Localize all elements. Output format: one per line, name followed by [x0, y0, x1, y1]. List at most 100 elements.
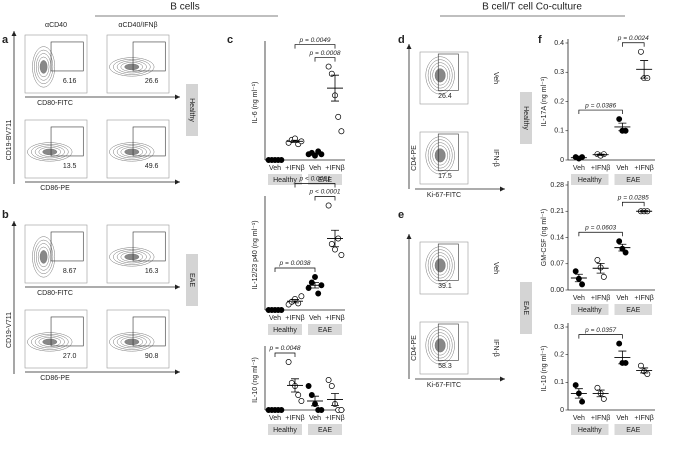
data-point	[622, 360, 629, 366]
data-point	[338, 252, 345, 258]
density-contour	[109, 247, 155, 267]
error-bar	[291, 299, 299, 304]
density-contour	[109, 332, 155, 352]
x-tick-label: Veh	[573, 165, 585, 172]
x-tick-label: Veh	[616, 295, 628, 302]
error-bar	[311, 395, 319, 407]
row-label: IFN-β	[492, 149, 499, 167]
group-box	[614, 424, 652, 435]
gate-value: 90.8	[145, 353, 159, 360]
gate-value: 17.5	[438, 173, 452, 180]
condition-box	[520, 92, 532, 144]
x-tick-label: +IFNβ	[325, 165, 344, 172]
data-point	[594, 257, 601, 263]
significance-bracket	[274, 267, 316, 272]
data-point	[637, 48, 644, 55]
plot-frame	[106, 34, 170, 94]
significance-bracket	[578, 231, 623, 237]
row-label: Veh	[492, 72, 499, 84]
error-bar	[618, 350, 627, 365]
density-contour	[120, 147, 143, 157]
data-point	[600, 273, 607, 280]
p-value: p = 0.0048	[269, 345, 301, 352]
density-contour	[31, 143, 69, 160]
density-contour	[32, 236, 56, 278]
gate	[50, 126, 84, 157]
panel-letter: a	[2, 34, 9, 46]
density-contour	[432, 145, 448, 166]
x-tick-label: +IFNβ	[325, 315, 344, 322]
density-contour	[113, 248, 151, 265]
data-point	[295, 392, 302, 398]
density-contour	[37, 246, 50, 268]
y-axis-label: IL-12/23 p40 (ng ml⁻¹)	[252, 220, 259, 289]
x-axis-label: Ki-67-FITC	[427, 382, 461, 389]
density-contour	[425, 136, 455, 175]
y-tick-label: 0.21	[550, 208, 564, 215]
error-bar	[596, 262, 605, 274]
density-contour	[37, 56, 50, 78]
density-contour	[427, 59, 453, 92]
data-point	[338, 128, 345, 135]
density-contour	[34, 335, 65, 349]
x-tick-label: +IFNβ	[285, 315, 304, 322]
gate-value: 8.67	[63, 268, 77, 275]
condition-label: Healthy	[188, 98, 195, 122]
group-label: Healthy	[578, 427, 602, 434]
group-label: EAE	[318, 327, 332, 334]
p-value: p = 0.0024	[617, 35, 649, 42]
data-point	[285, 359, 292, 365]
data-point	[579, 281, 586, 288]
p-value: p = 0.0049	[299, 37, 331, 44]
group-label: EAE	[626, 177, 640, 184]
group-label: Healthy	[578, 177, 602, 184]
error-bar	[311, 282, 319, 289]
plot-frame	[106, 224, 170, 284]
arrow-head	[11, 31, 17, 36]
y-tick-label: 0.4	[554, 40, 564, 47]
density-contour	[116, 60, 147, 74]
condition-label: EAE	[522, 301, 529, 315]
arrow-head	[175, 284, 180, 290]
density-contour	[42, 148, 58, 156]
density-contour	[430, 332, 451, 359]
p-value: p = 0.0357	[584, 327, 616, 334]
arrow-head	[175, 179, 180, 185]
arrow-head	[11, 221, 17, 226]
error-bar	[291, 378, 299, 393]
gate	[132, 41, 166, 72]
group-box	[308, 424, 342, 435]
group-label: Healthy	[273, 177, 297, 184]
density-contour	[430, 252, 451, 279]
p-value: p = 0.0603	[584, 224, 616, 231]
group-box	[308, 174, 342, 185]
error-bar	[331, 74, 339, 102]
data-point	[318, 407, 325, 413]
p-value: p = 0.0386	[584, 102, 616, 109]
significance-bracket	[578, 334, 623, 339]
group-box	[308, 324, 342, 335]
y-tick-label: 0.28	[550, 182, 564, 189]
p-value: p < 0.0001	[309, 189, 341, 196]
y-tick-label: 0	[560, 407, 564, 414]
gate	[50, 316, 84, 347]
gate	[132, 316, 166, 347]
condition-box	[186, 254, 198, 306]
y-axis-label: IL-6 (ng ml⁻¹)	[252, 82, 259, 124]
gate	[50, 41, 84, 72]
data-point	[328, 241, 335, 247]
gate-value: 49.6	[145, 163, 159, 170]
data-point	[325, 377, 332, 383]
gate	[437, 323, 459, 361]
x-axis-label: CD86-PE	[40, 375, 70, 382]
group-box	[614, 304, 652, 315]
significance-bracket	[314, 196, 336, 201]
p-value: p = 0.0008	[309, 50, 341, 57]
density-contour	[427, 139, 453, 172]
data-point	[312, 274, 318, 280]
x-tick-label: +IFNβ	[634, 415, 653, 422]
group-box	[571, 424, 609, 435]
group-box	[571, 174, 609, 185]
x-axis-label: CD80-FITC	[37, 290, 73, 297]
error-bar	[618, 122, 627, 132]
